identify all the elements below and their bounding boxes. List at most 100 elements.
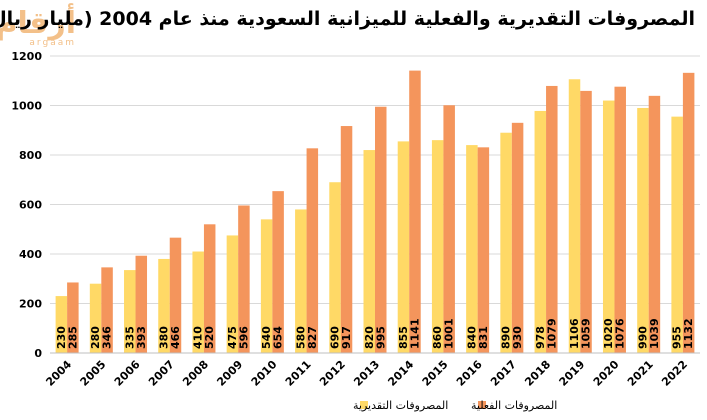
bar-actual bbox=[238, 205, 250, 353]
x-tick-label: 2004 bbox=[43, 358, 74, 389]
bar-estimated bbox=[329, 182, 341, 353]
data-label-estimated: 990 bbox=[636, 326, 649, 349]
x-tick-label: 2006 bbox=[112, 358, 143, 389]
data-label-actual: 995 bbox=[374, 326, 387, 349]
bar-estimated bbox=[602, 100, 615, 353]
data-label-actual: 1001 bbox=[443, 318, 456, 349]
bar-actual bbox=[375, 106, 387, 353]
x-tick-label: 2009 bbox=[214, 358, 245, 389]
bar-estimated bbox=[260, 219, 273, 353]
x-tick-label: 2022 bbox=[659, 358, 690, 389]
y-tick-label: 200 bbox=[19, 298, 42, 311]
bar-actual bbox=[306, 148, 319, 353]
bar-estimated bbox=[295, 209, 307, 353]
data-label-estimated: 580 bbox=[294, 326, 307, 349]
data-label-actual: 1141 bbox=[408, 318, 421, 349]
data-label-actual: 654 bbox=[272, 326, 285, 349]
x-tick-label: 2008 bbox=[180, 358, 211, 389]
data-label-estimated: 840 bbox=[465, 326, 478, 349]
data-label-estimated: 820 bbox=[363, 326, 376, 349]
data-label-actual: 831 bbox=[477, 326, 490, 349]
x-tick-label: 2014 bbox=[385, 358, 416, 389]
chart-title: المصروفات التقديرية والفعلية للميزانية ا… bbox=[0, 8, 695, 30]
bar-estimated bbox=[534, 110, 547, 353]
data-label-estimated: 380 bbox=[157, 326, 170, 349]
bar-estimated bbox=[568, 79, 581, 353]
y-tick-label: 800 bbox=[19, 149, 42, 162]
x-tick-label: 2011 bbox=[283, 358, 314, 389]
legend-label-actual: المصروفات الفعلية bbox=[471, 399, 557, 412]
data-label-actual: 930 bbox=[511, 326, 524, 349]
data-label-estimated: 540 bbox=[260, 326, 273, 349]
data-label-estimated: 335 bbox=[123, 326, 136, 349]
logo-latin-text: argaam bbox=[29, 38, 76, 48]
data-label-estimated: 890 bbox=[500, 326, 513, 349]
data-label-actual: 1079 bbox=[545, 318, 558, 349]
bar-actual bbox=[67, 282, 79, 353]
bar-actual bbox=[477, 147, 490, 353]
logo-arabic-text: أرقام bbox=[0, 6, 76, 41]
bar-actual bbox=[682, 72, 695, 353]
x-tick-label: 2018 bbox=[522, 358, 553, 389]
bar-estimated bbox=[500, 132, 512, 353]
bar-estimated bbox=[397, 141, 410, 353]
bar-estimated bbox=[637, 107, 649, 353]
data-label-actual: 346 bbox=[101, 326, 114, 349]
data-label-estimated: 410 bbox=[192, 326, 205, 349]
data-label-actual: 1132 bbox=[682, 318, 695, 349]
data-label-actual: 466 bbox=[169, 326, 182, 349]
data-label-actual: 596 bbox=[237, 326, 250, 349]
bar-actual bbox=[580, 90, 592, 354]
bar-actual bbox=[443, 105, 455, 353]
bar-actual bbox=[340, 126, 353, 353]
data-label-actual: 393 bbox=[135, 326, 148, 349]
data-label-actual: 1076 bbox=[614, 318, 627, 349]
bar-actual bbox=[648, 95, 661, 353]
data-label-actual: 917 bbox=[340, 326, 353, 349]
x-tick-label: 2005 bbox=[78, 358, 109, 389]
x-tick-label: 2016 bbox=[454, 358, 485, 389]
data-label-estimated: 1106 bbox=[568, 318, 581, 349]
y-tick-label: 1000 bbox=[11, 100, 42, 113]
bar-estimated bbox=[363, 150, 375, 353]
x-tick-label: 2017 bbox=[488, 358, 519, 389]
bar-estimated bbox=[466, 145, 478, 353]
x-tick-label: 2012 bbox=[317, 358, 348, 389]
data-label-actual: 1039 bbox=[648, 318, 661, 349]
data-label-actual: 827 bbox=[306, 326, 319, 349]
y-tick-label: 600 bbox=[19, 199, 42, 212]
data-label-actual: 520 bbox=[203, 326, 216, 349]
data-label-estimated: 978 bbox=[534, 326, 547, 349]
x-tick-label: 2020 bbox=[591, 358, 622, 389]
data-label-estimated: 955 bbox=[671, 326, 684, 349]
x-tick-label: 2013 bbox=[351, 358, 382, 389]
data-label-actual: 285 bbox=[66, 326, 79, 349]
bar-estimated bbox=[431, 140, 444, 353]
data-label-estimated: 280 bbox=[89, 326, 102, 349]
bar-estimated bbox=[124, 270, 136, 353]
bar-estimated bbox=[89, 283, 102, 353]
bar-estimated bbox=[671, 116, 683, 353]
bar-estimated bbox=[192, 251, 204, 353]
bar-actual bbox=[409, 70, 421, 353]
x-tick-label: 2007 bbox=[146, 358, 177, 389]
x-tick-label: 2010 bbox=[249, 358, 280, 389]
data-label-estimated: 475 bbox=[226, 326, 239, 349]
x-tick-label: 2021 bbox=[625, 358, 656, 389]
data-label-estimated: 230 bbox=[55, 326, 68, 349]
bar-actual bbox=[511, 122, 524, 353]
x-tick-label: 2015 bbox=[420, 358, 451, 389]
bar-actual bbox=[546, 85, 558, 353]
y-tick-label: 400 bbox=[19, 248, 42, 261]
data-label-estimated: 690 bbox=[329, 326, 342, 349]
x-tick-label: 2019 bbox=[557, 358, 588, 389]
data-label-estimated: 1020 bbox=[602, 318, 615, 349]
bar-actual bbox=[614, 86, 626, 353]
bar-estimated bbox=[158, 258, 170, 353]
bar-actual bbox=[101, 267, 113, 353]
legend-swatch-estimated bbox=[360, 401, 368, 409]
bar-actual bbox=[135, 255, 148, 353]
bar-estimated bbox=[55, 296, 68, 353]
